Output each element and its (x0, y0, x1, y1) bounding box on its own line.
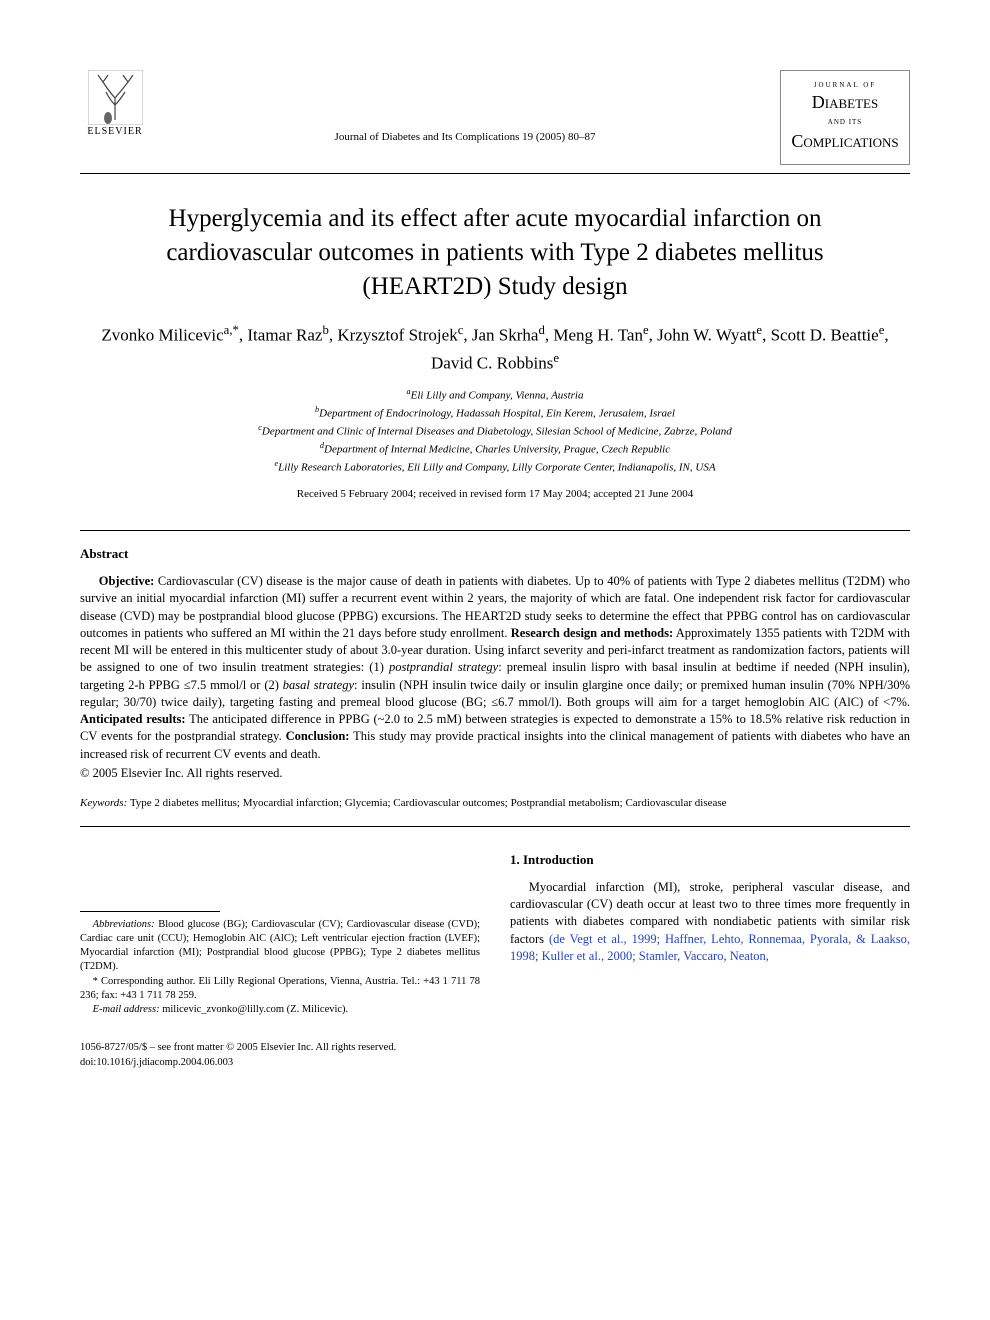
publisher-logo: ELSEVIER (80, 70, 150, 150)
footnote-corresponding: * Corresponding author. Eli Lilly Region… (80, 975, 480, 1003)
abstract-bottom-rule (80, 826, 910, 827)
abstract-body: Objective: Cardiovascular (CV) disease i… (80, 573, 910, 763)
introduction-paragraph: Myocardial infarction (MI), stroke, peri… (510, 879, 910, 965)
results-label: Anticipated results: (80, 712, 186, 726)
strategy1-label: postprandial strategy (389, 660, 498, 674)
footnote-email: E-mail address: milicevic_zvonko@lilly.c… (80, 1003, 480, 1017)
journal-box-line1: JOURNAL OF (787, 81, 903, 91)
affiliation-e-text: Lilly Research Laboratories, Eli Lilly a… (278, 462, 715, 474)
author-8-affil: e (553, 351, 559, 365)
introduction-heading: 1. Introduction (510, 851, 910, 869)
author-7: , Scott D. Beattie (762, 326, 879, 345)
left-column: Abbreviations: Blood glucose (BG); Cardi… (80, 851, 480, 1017)
abstract-heading: Abstract (80, 545, 910, 563)
email-text: milicevic_zvonko@lilly.com (Z. Milicevic… (160, 1004, 349, 1015)
author-4: , Jan Skrha (463, 326, 538, 345)
keywords-text: Type 2 diabetes mellitus; Myocardial inf… (127, 797, 726, 809)
email-label: E-mail address: (93, 1004, 160, 1015)
elsevier-tree-icon (88, 70, 143, 125)
page-footer: 1056-8727/05/$ – see front matter © 2005… (80, 1041, 910, 1070)
author-1: Zvonko Milicevic (101, 326, 223, 345)
abstract-copyright: © 2005 Elsevier Inc. All rights reserved… (80, 765, 910, 783)
conclusion-label: Conclusion: (286, 729, 350, 743)
keywords-label: Keywords: (80, 797, 127, 809)
affiliation-b-text: Department of Endocrinology, Hadassah Ho… (319, 408, 675, 420)
page-header: ELSEVIER Journal of Diabetes and Its Com… (80, 70, 910, 165)
affiliation-d: dDepartment of Internal Medicine, Charle… (80, 440, 910, 458)
footnote-rule (80, 911, 220, 912)
author-5: , Meng H. Tan (545, 326, 643, 345)
strategy2-label: basal strategy (283, 678, 354, 692)
journal-title-box: JOURNAL OF Diabetes AND ITS Complication… (780, 70, 910, 165)
affiliations-block: aEli Lilly and Company, Vienna, Austria … (80, 386, 910, 477)
intro-citations[interactable]: (de Vegt et al., 1999; Haffner, Lehto, R… (510, 932, 910, 963)
footnote-abbreviations: Abbreviations: Blood glucose (BG); Cardi… (80, 918, 480, 975)
author-3: , Krzysztof Strojek (329, 326, 458, 345)
journal-box-line3: AND ITS (787, 118, 903, 128)
affiliation-d-text: Department of Internal Medicine, Charles… (324, 444, 670, 456)
authors-list: Zvonko Milicevica,*, Itamar Razb, Krzysz… (80, 321, 910, 376)
abstract-top-rule (80, 530, 910, 531)
affiliation-a: aEli Lilly and Company, Vienna, Austria (80, 386, 910, 404)
affiliation-e: eLilly Research Laboratories, Eli Lilly … (80, 458, 910, 476)
journal-reference: Journal of Diabetes and Its Complication… (150, 130, 780, 145)
affiliation-c: cDepartment and Clinic of Internal Disea… (80, 422, 910, 440)
publisher-name: ELSEVIER (87, 125, 142, 139)
journal-box-line4: Complications (787, 129, 903, 154)
journal-box-line2: Diabetes (787, 90, 903, 115)
article-title: Hyperglycemia and its effect after acute… (110, 202, 880, 303)
author-1-affil: a,* (224, 323, 239, 337)
author-6: , John W. Wyatt (649, 326, 757, 345)
article-dates: Received 5 February 2004; received in re… (80, 487, 910, 502)
keywords-line: Keywords: Type 2 diabetes mellitus; Myoc… (80, 796, 910, 811)
affiliation-b: bDepartment of Endocrinology, Hadassah H… (80, 404, 910, 422)
affiliation-c-text: Department and Clinic of Internal Diseas… (262, 426, 732, 438)
corr-label: * Corresponding author. (93, 976, 196, 987)
footer-issn: 1056-8727/05/$ – see front matter © 2005… (80, 1041, 910, 1056)
body-columns: Abbreviations: Blood glucose (BG); Cardi… (80, 851, 910, 1017)
methods-label: Research design and methods: (511, 626, 673, 640)
header-rule (80, 173, 910, 174)
footer-doi: doi:10.1016/j.jdiacomp.2004.06.003 (80, 1056, 910, 1071)
author-2: , Itamar Raz (239, 326, 323, 345)
abbrev-label: Abbreviations: (93, 919, 155, 930)
affiliation-a-text: Eli Lilly and Company, Vienna, Austria (411, 390, 584, 402)
objective-label: Objective: (99, 574, 155, 588)
right-column: 1. Introduction Myocardial infarction (M… (510, 851, 910, 1017)
